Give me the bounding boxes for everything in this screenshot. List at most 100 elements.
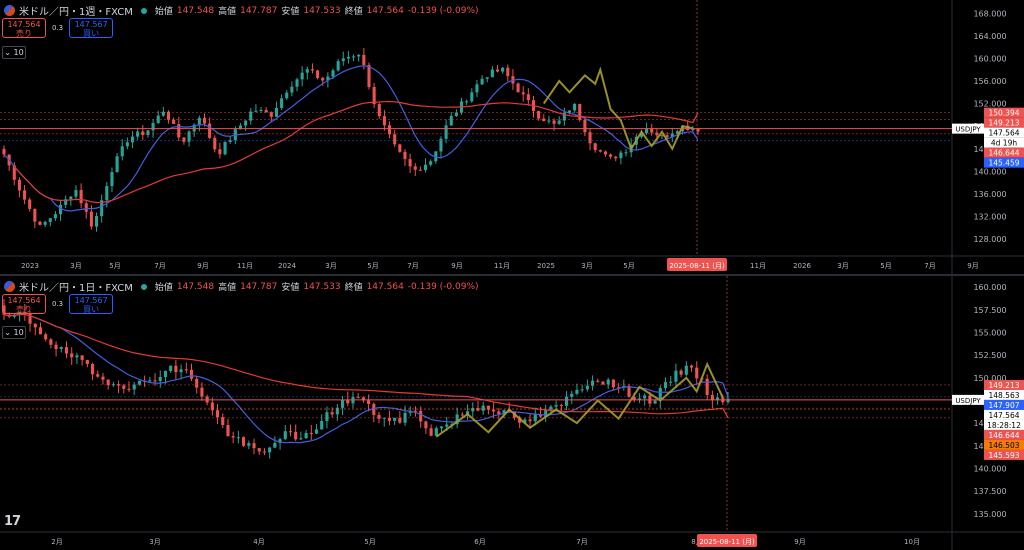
time-tick-label: 7月 [924, 262, 935, 270]
price-tick-label: 155.000 [973, 328, 1006, 337]
candle-body [12, 165, 16, 180]
price-label-bg [984, 379, 1024, 390]
weekly-chart-panel[interactable]: 168.000164.000160.000156.000152.000148.0… [0, 0, 1024, 274]
change-value: -0.139 (-0.09%) [407, 281, 479, 292]
candle-body [528, 419, 532, 422]
sell-price: 147.564 [7, 20, 41, 29]
time-tick-label: 7月 [576, 538, 587, 546]
price-label-bg [984, 137, 1024, 148]
candle-body [523, 419, 527, 423]
candle-body [434, 428, 438, 436]
price-tick-label: 136.000 [973, 190, 1006, 199]
price-label: 145.459 [988, 159, 1019, 168]
indicators-toggle[interactable]: ⌄ 10 [2, 46, 26, 59]
time-tick-label: 5月 [109, 262, 120, 270]
price-label: 4d 19h [991, 139, 1017, 148]
price-tick-label: 152.000 [973, 100, 1006, 109]
candle-body [502, 410, 506, 415]
panel-divider[interactable] [0, 274, 1024, 276]
candle-body [80, 355, 84, 360]
candle-body [304, 432, 308, 439]
candle-body [280, 98, 284, 108]
candle-body [377, 414, 381, 419]
weekly-chart-title[interactable]: 米ドル／円・1週・FXCM [19, 7, 133, 18]
sell-button[interactable]: 147.564 売り [2, 294, 46, 314]
candle-body [163, 370, 168, 378]
candle-body [695, 367, 699, 379]
candle-body [538, 414, 543, 417]
candle-body [299, 438, 303, 440]
buy-button[interactable]: 147.567 買い [69, 294, 114, 314]
candle-body [675, 131, 679, 134]
candle-body [557, 120, 561, 124]
candle-body [362, 54, 366, 65]
candle-body [184, 369, 188, 371]
indicator-count: 10 [13, 48, 24, 57]
candle-body [352, 56, 356, 58]
candle-body [269, 112, 273, 117]
time-tick-label: 4月 [253, 538, 264, 546]
candle-body [49, 339, 53, 345]
market-open-icon [140, 7, 147, 14]
price-label-bg [984, 449, 1024, 460]
candle-body [153, 380, 157, 382]
candle-body [259, 109, 263, 111]
price-label-bg [984, 157, 1024, 168]
price-tick-label: 160.000 [973, 283, 1006, 292]
usdjpy-flag-icon [4, 5, 15, 16]
candle-body [325, 412, 329, 422]
candle-body [549, 406, 553, 410]
candle-body [361, 397, 365, 401]
candle-body [38, 221, 42, 225]
candle-body [23, 312, 27, 314]
candle-body [127, 388, 131, 390]
candle-body [79, 190, 83, 204]
time-tick-label: 9月 [794, 538, 805, 546]
candle-body [585, 385, 589, 390]
sell-price: 147.564 [7, 296, 41, 305]
weekly-chart-canvas[interactable]: 168.000164.000160.000156.000152.000148.0… [0, 0, 1024, 274]
candle-body [89, 211, 93, 227]
time-tick-label: 5月 [364, 538, 375, 546]
symbol-tag-bg [952, 394, 984, 405]
candle-body [650, 128, 654, 133]
indicators-toggle[interactable]: ⌄ 10 [2, 326, 26, 339]
daily-chart-canvas[interactable]: 160.000 157.500 155.000 152.500 150.000 147.5… [0, 276, 1024, 550]
daily-chart-title[interactable]: 米ドル／円・1日・FXCM [19, 283, 133, 294]
price-label: 145.593 [988, 451, 1019, 460]
candle-body [526, 94, 530, 101]
candle-body [38, 327, 43, 335]
price-label-bg [984, 107, 1024, 118]
buy-button[interactable]: 147.567 買い [69, 18, 114, 38]
candle-body [146, 130, 150, 136]
candle-body [242, 437, 246, 446]
daily-chart-panel[interactable]: 160.000 157.500 155.000 152.500 150.000 147.5… [0, 276, 1024, 550]
ma-fast-line [3, 313, 729, 444]
candle-body [562, 112, 566, 121]
price-label: 147.564 [988, 411, 1019, 420]
sell-button[interactable]: 147.564 売り [2, 18, 46, 38]
candle-body [611, 379, 615, 388]
price-label: 149.213 [988, 119, 1019, 128]
candle-body [445, 424, 449, 427]
candle-body [570, 393, 574, 397]
candle-body [117, 384, 121, 386]
candle-body [552, 120, 556, 124]
candle-body [70, 353, 74, 358]
candle-body [33, 208, 37, 222]
time-tick-label: 11月 [750, 262, 766, 270]
candle-body [480, 78, 484, 85]
time-tick-label: 5月 [367, 262, 378, 270]
daily-chart-header: 米ドル／円・1日・FXCM 始値 147.548 高値 147.787 安値 147.… [4, 279, 479, 294]
candle-body [596, 380, 600, 382]
open-value: 147.548 [176, 5, 215, 16]
candle-body [501, 67, 505, 72]
candle-body [506, 67, 510, 77]
candle-body [705, 378, 709, 396]
time-tick-label: 3月 [149, 538, 160, 546]
close-label: 終値 [344, 283, 363, 293]
candle-body [691, 128, 695, 131]
symbol-tag-bg [952, 123, 984, 134]
candle-body [85, 359, 89, 365]
tradingview-logo[interactable]: 17 [4, 514, 21, 529]
